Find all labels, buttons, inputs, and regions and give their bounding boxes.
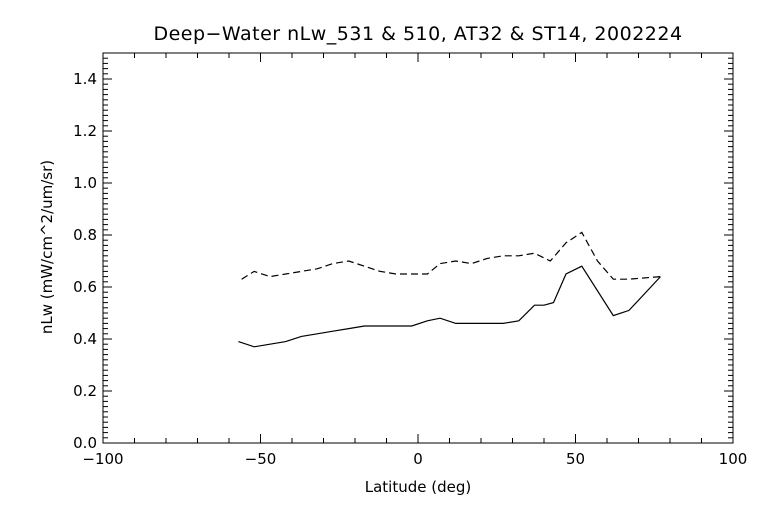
y-tick-label: 0.2 xyxy=(73,382,97,400)
y-tick-label: 1.0 xyxy=(73,174,97,192)
y-tick-label: 0.0 xyxy=(73,434,97,452)
axis-ticks xyxy=(102,52,734,444)
x-tick-label: 50 xyxy=(566,450,585,468)
series-layer xyxy=(238,231,661,348)
x-tick-label: −100 xyxy=(82,450,123,468)
x-axis-label: Latitude (deg) xyxy=(365,478,471,496)
x-tick-label: 100 xyxy=(719,450,748,468)
y-axis-label: nLw (mW/cm^2/um/sr) xyxy=(38,160,56,334)
series-line-solid xyxy=(238,265,661,348)
y-tick-label: 0.4 xyxy=(73,330,97,348)
x-tick-labels: −100 −50 0 50 100 xyxy=(82,450,747,468)
y-tick-label: 1.4 xyxy=(73,70,97,88)
series-line-dashed xyxy=(241,231,661,280)
x-tick-label: −50 xyxy=(245,450,277,468)
y-tick-label: 0.8 xyxy=(73,226,97,244)
plot-frame xyxy=(102,52,734,444)
y-tick-labels: 0.0 0.2 0.4 0.6 0.8 1.0 1.2 1.4 xyxy=(73,70,97,452)
y-tick-label: 1.2 xyxy=(73,122,97,140)
y-tick-label: 0.6 xyxy=(73,278,97,296)
chart-title: Deep−Water nLw_531 & 510, AT32 & ST14, 2… xyxy=(153,23,682,45)
x-tick-label: 0 xyxy=(413,450,423,468)
